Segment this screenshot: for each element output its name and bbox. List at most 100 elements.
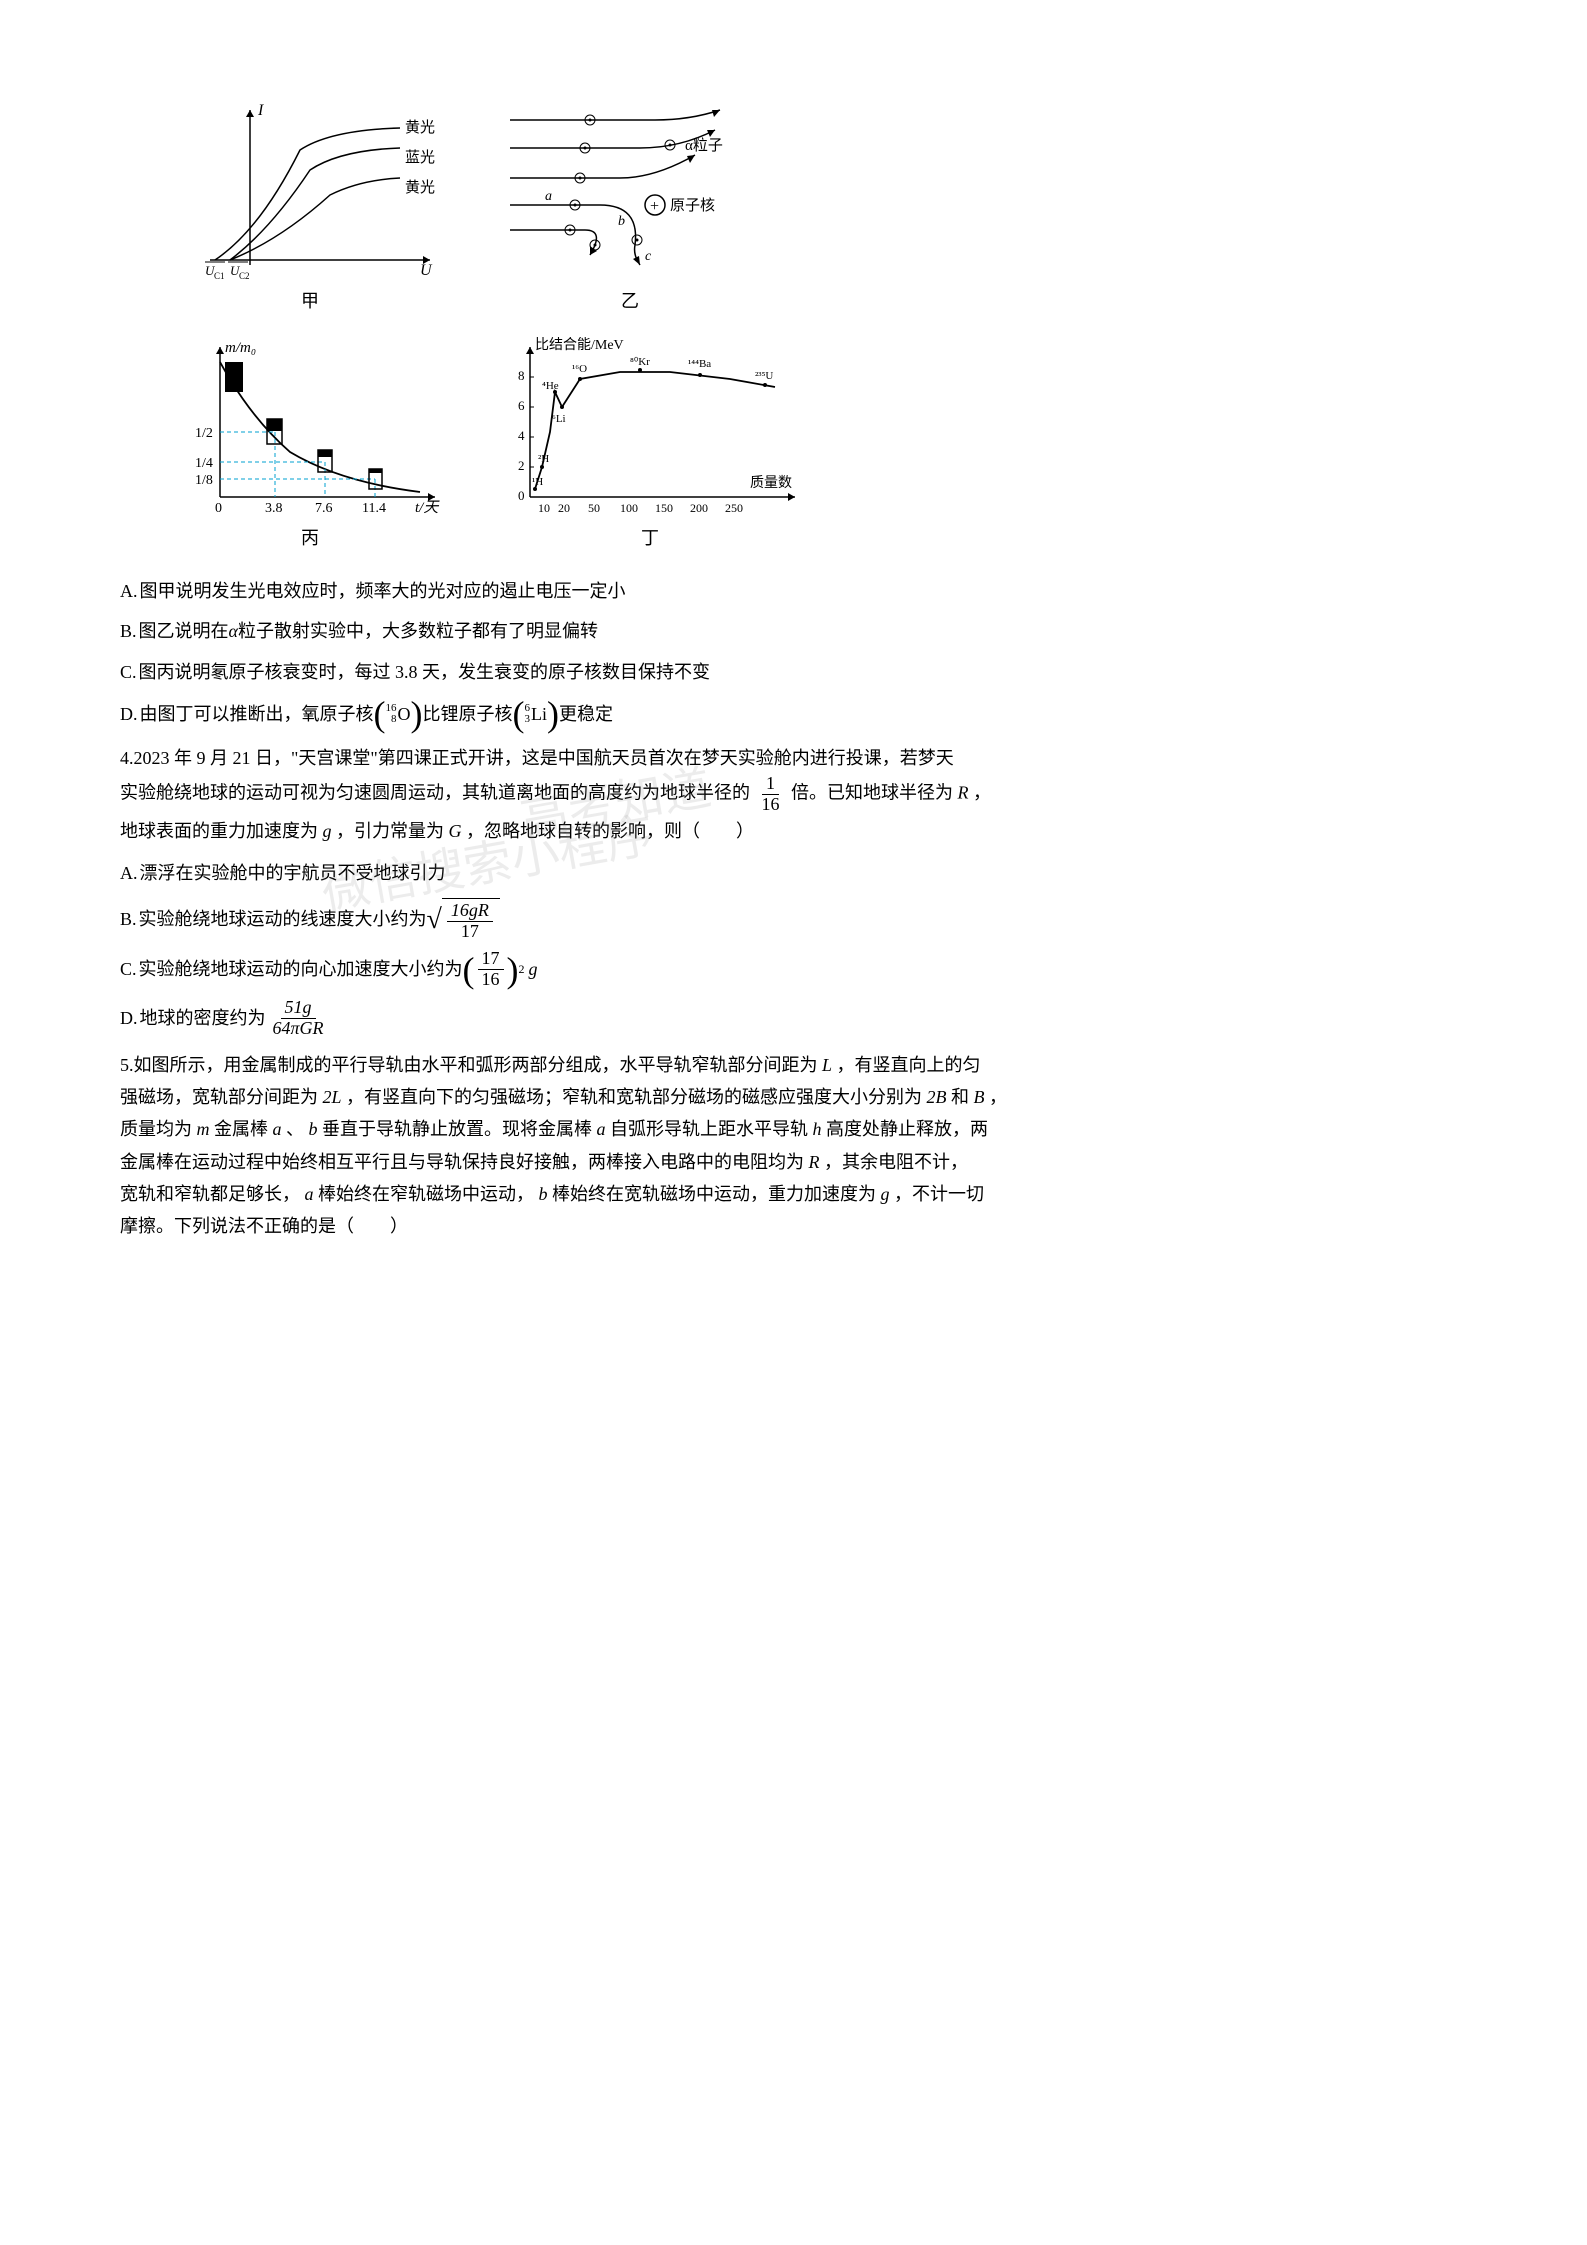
q4-label-b: B. — [120, 903, 137, 935]
label-c: C. — [120, 656, 137, 688]
q5-rvar: R — [809, 1152, 820, 1172]
q3-optd-post: 更稳定 — [559, 698, 613, 730]
svg-text:8: 8 — [518, 368, 525, 383]
q4-line3-pre: 地球表面的重力加速度为 — [120, 821, 318, 841]
q5-line5-post: ，不计一切 — [894, 1184, 984, 1204]
q4-optc-den: 16 — [478, 970, 504, 990]
q4-optb-num: 16gR — [447, 901, 493, 922]
q5-bb: b — [309, 1119, 318, 1139]
q4-optc-num: 17 — [478, 949, 504, 970]
q5-g: g — [881, 1184, 890, 1204]
q5-line1-post: ，有竖直向上的匀 — [837, 1055, 981, 1075]
label-b: B. — [120, 615, 137, 647]
svg-text:10: 10 — [538, 501, 550, 515]
q5-line3-mid3: 自弧形导轨上距水平导轨 — [610, 1119, 808, 1139]
figure-yi: + α粒子 原子核 a b c 乙 — [490, 100, 770, 317]
q4-line3-mid: ，引力常量为 — [336, 821, 444, 841]
q4-option-c: C. 实验舱绕地球运动的向心加速度大小约为 ( 17 16 ) 2 g — [120, 949, 1467, 990]
svg-text:C2: C2 — [239, 271, 250, 280]
svg-text:a: a — [545, 189, 552, 204]
nuclide-li: 6 3 Li — [525, 698, 548, 730]
q4-line2-pre: 实验舱绕地球的运动可视为匀速圆周运动，其轨道离地面的高度约为地球半径的 — [120, 783, 750, 803]
svg-text:⁴He: ⁴He — [542, 380, 559, 392]
q4-optc-exp: 2 — [519, 959, 525, 981]
q4-bigg: G — [449, 821, 462, 841]
q5-line3-pre: 质量均为 — [120, 1119, 192, 1139]
svg-text:¹⁶O: ¹⁶O — [572, 363, 587, 375]
figure-ding-svg: 比结合能/MeV 质量数 0 2 4 6 8 10 20 50 100 — [490, 337, 810, 517]
q4-frac1-num: 1 — [762, 774, 779, 795]
figure-ding-label: 丁 — [641, 522, 659, 554]
svg-text:6: 6 — [518, 398, 525, 413]
svg-text:50: 50 — [588, 501, 600, 515]
q5-b: B — [974, 1087, 985, 1107]
page-content: I U 黄光 蓝光 黄光 U C1 U C2 甲 — [120, 100, 1467, 1243]
o-proton: 8 — [391, 714, 397, 725]
q5-line2-mid: ，有竖直向下的匀强磁场；窄轨和宽轨部分磁场的磁感应强度大小分别为 — [346, 1087, 922, 1107]
paren-r-1: ) — [411, 696, 423, 732]
figure-bing-svg: m/m₀ t/天 1/2 1/4 1/8 0 3.8 — [170, 337, 450, 517]
q5-a: a — [273, 1119, 282, 1139]
q4-line2-post: 倍。已知地球半径为 — [791, 783, 953, 803]
svg-text:1/2: 1/2 — [195, 426, 213, 441]
q4-optb-frac: 16gR 17 — [447, 901, 493, 942]
q4-optc-pre: 实验舱绕地球运动的向心加速度大小约为 — [139, 953, 463, 985]
q4-optd-frac: 51g 64πGR — [269, 998, 328, 1039]
q5-and: 和 — [951, 1087, 969, 1107]
q3-optb-pre: 图乙说明在 — [139, 615, 229, 647]
figure-jia: I U 黄光 蓝光 黄光 U C1 U C2 甲 — [170, 100, 450, 317]
q5-m: m — [197, 1119, 210, 1139]
svg-text:250: 250 — [725, 501, 743, 515]
q4-optc-g: g — [529, 953, 538, 985]
q3-optc-text: 图丙说明氡原子核衰变时，每过 3.8 天，发生衰变的原子核数目保持不变 — [139, 656, 711, 688]
q4c-paren-r: ) — [507, 952, 519, 988]
svg-text:2: 2 — [518, 458, 525, 473]
q4-frac1: 1 16 — [758, 774, 784, 815]
svg-text:I: I — [257, 102, 264, 119]
q5-line4: 金属棒在运动过程中始终相互平行且与导轨保持良好接触，两棒接入电路中的电阻均为 — [120, 1152, 804, 1172]
svg-text:200: 200 — [690, 501, 708, 515]
svg-text:0: 0 — [215, 501, 222, 516]
q5-line2-pre: 强磁场，宽轨部分间距为 — [120, 1087, 318, 1107]
q3-option-c: C. 图丙说明氡原子核衰变时，每过 3.8 天，发生衰变的原子核数目保持不变 — [120, 656, 1467, 688]
q5-2l: 2L — [323, 1087, 342, 1107]
figures-row-1: I U 黄光 蓝光 黄光 U C1 U C2 甲 — [170, 100, 1467, 317]
q3-optb-post: 粒子散射实验中，大多数粒子都有了明显偏转 — [238, 615, 598, 647]
q5-line5-mid1: 棒始终在窄轨磁场中运动， — [318, 1184, 534, 1204]
q5-h: h — [813, 1119, 822, 1139]
q4-label-d: D. — [120, 1002, 138, 1034]
paren-r-2: ) — [547, 696, 559, 732]
q4-line3-post: ，忽略地球自转的影响，则（ ） — [466, 821, 754, 841]
svg-text:0: 0 — [518, 488, 525, 503]
svg-text:b: b — [618, 214, 625, 229]
q4-num: 4. — [120, 748, 134, 768]
svg-text:¹⁴⁴Ba: ¹⁴⁴Ba — [688, 358, 711, 370]
svg-text:m/m₀: m/m₀ — [225, 340, 256, 356]
q4-opta-text: 漂浮在实验舱中的宇航员不受地球引力 — [140, 857, 446, 889]
svg-text:+: + — [650, 198, 659, 215]
svg-text:¹H: ¹H — [532, 476, 543, 488]
svg-text:α粒子: α粒子 — [685, 137, 723, 154]
q4-option-d: D. 地球的密度约为 51g 64πGR — [120, 998, 1467, 1039]
svg-text:4: 4 — [518, 428, 525, 443]
figure-ding: 比结合能/MeV 质量数 0 2 4 6 8 10 20 50 100 — [490, 337, 810, 554]
q4-optd-num: 51g — [281, 998, 316, 1019]
q3-option-a: A. 图甲说明发生光电效应时，频率大的光对应的遏止电压一定小 — [120, 575, 1467, 607]
q4-option-a: A. 漂浮在实验舱中的宇航员不受地球引力 — [120, 857, 1467, 889]
q3-optb-alpha: α — [229, 615, 238, 647]
q4c-paren-l: ( — [463, 952, 475, 988]
svg-text:t/天: t/天 — [415, 500, 440, 516]
q4-optb-den: 17 — [457, 922, 483, 942]
q5-line3-post: 高度处静止释放，两 — [826, 1119, 988, 1139]
q3-option-b: B. 图乙说明在 α 粒子散射实验中，大多数粒子都有了明显偏转 — [120, 615, 1467, 647]
q4-optd-pre: 地球的密度约为 — [140, 1002, 266, 1034]
q4-label-a: A. — [120, 857, 138, 889]
figure-bing-label: 丙 — [301, 522, 319, 554]
svg-text:1/8: 1/8 — [195, 473, 213, 488]
q5-line5-pre: 宽轨和窄轨都足够长， — [120, 1184, 300, 1204]
q5-line6: 摩擦。下列说法不正确的是（ ） — [120, 1216, 408, 1236]
q5-l: L — [822, 1055, 832, 1075]
svg-text:100: 100 — [620, 501, 638, 515]
svg-text:⁶Li: ⁶Li — [552, 413, 566, 425]
q4-r: R — [958, 783, 969, 803]
